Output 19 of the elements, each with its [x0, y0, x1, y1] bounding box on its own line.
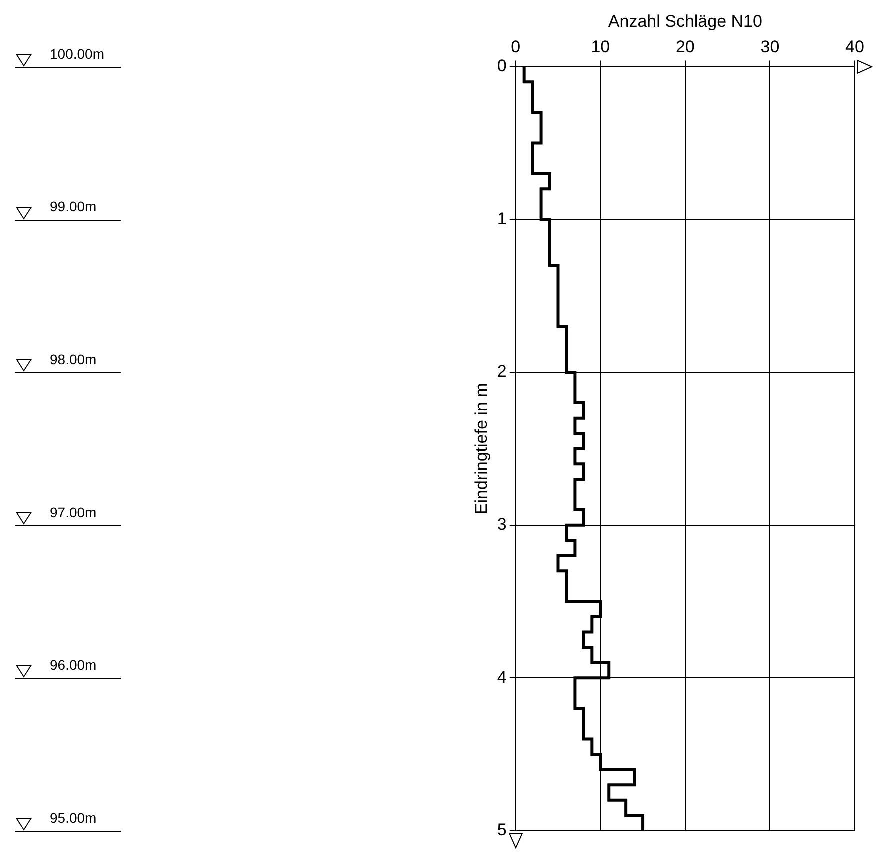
y2-tick-label: 99.00m	[50, 198, 97, 215]
x2-axis-title: Anzahl Schläge N10	[608, 12, 762, 31]
x2-tick-label: 0	[511, 37, 521, 56]
y2-tick-label: 97.00m	[50, 504, 97, 520]
y-tick-label: 2	[497, 362, 507, 382]
y-tick-label: 1	[497, 209, 507, 228]
x2-tick-label: 10	[591, 37, 610, 56]
y2-tick-label: 96.00m	[50, 657, 97, 674]
y-tick-label: 0	[497, 56, 507, 76]
y2-tick-label: 95.00m	[50, 810, 97, 826]
y-tick-label: 3	[497, 515, 507, 534]
y2-tick-label: 98.00m	[50, 351, 97, 368]
y-tick-label: 4	[497, 668, 507, 687]
y-axis-title: Eindringtiefe in m	[472, 383, 491, 515]
x2-tick-label: 20	[676, 37, 695, 56]
y-tick-label: 5	[497, 820, 507, 840]
x2-tick-label: 30	[760, 37, 780, 56]
x2-tick-label: 40	[846, 37, 864, 56]
y2-tick-label: 100.00m	[50, 46, 104, 62]
